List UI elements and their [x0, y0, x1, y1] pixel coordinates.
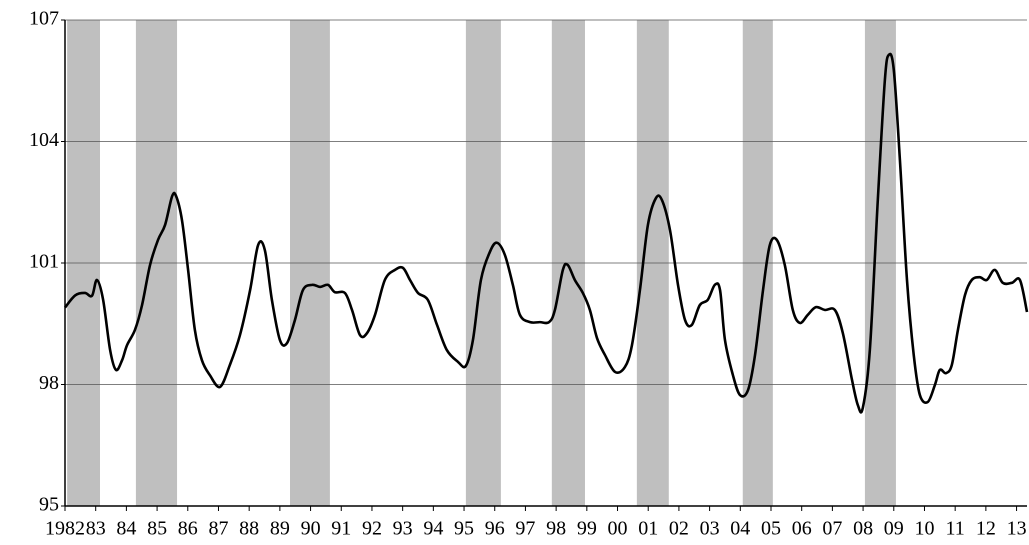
x-tick-label: 08: [853, 518, 873, 540]
x-tick-label: 10: [914, 518, 934, 540]
x-tick-label: 86: [178, 518, 198, 540]
x-tick-label: 91: [331, 518, 351, 540]
x-tick-label: 06: [792, 518, 812, 540]
x-tick-label: 93: [393, 518, 413, 540]
x-tick-label: 99: [577, 518, 597, 540]
x-tick-label: 88: [239, 518, 259, 540]
x-tick-label: 1982: [45, 518, 85, 540]
x-tick-label: 03: [700, 518, 720, 540]
x-tick-label: 89: [270, 518, 290, 540]
x-tick-label: 92: [362, 518, 382, 540]
x-tick-label: 84: [116, 518, 136, 540]
x-tick-label: 90: [301, 518, 321, 540]
x-tick-label: 98: [546, 518, 566, 540]
y-tick-label: 107: [29, 8, 59, 30]
x-tick-label: 96: [485, 518, 505, 540]
line: [63, 52, 1029, 414]
x-tick-label: 95: [454, 518, 474, 540]
x-tick-label: 97: [515, 518, 535, 540]
x-tick-label: 94: [423, 518, 443, 540]
y-tick-label: 101: [29, 251, 59, 273]
x-tick-label: 87: [208, 518, 228, 540]
x-tick-label: 05: [761, 518, 781, 540]
x-tick-label: 04: [730, 518, 750, 540]
x-tick-label: 12: [976, 518, 996, 540]
x-tick-label: 85: [147, 518, 167, 540]
x-tick-label: 00: [608, 518, 628, 540]
x-tick-label: 83: [86, 518, 106, 540]
x-tick-label: 09: [884, 518, 904, 540]
y-tick-label: 104: [29, 129, 59, 151]
y-tick-label: 95: [39, 494, 59, 516]
x-tick-label: 07: [822, 518, 842, 540]
x-tick-label: 13: [1007, 518, 1027, 540]
x-tick-label: 01: [638, 518, 658, 540]
x-tick-label: 02: [669, 518, 689, 540]
x-tick-label: 11: [946, 518, 965, 540]
y-tick-label: 98: [39, 372, 59, 394]
